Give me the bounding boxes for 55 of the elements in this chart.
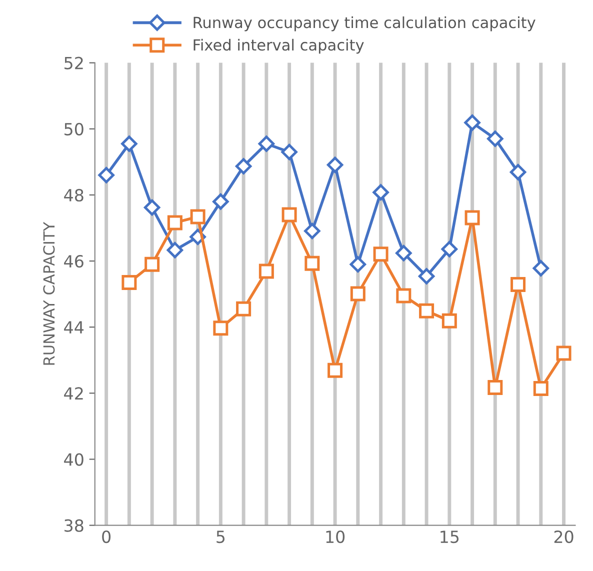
point [419,303,434,318]
point [510,164,526,180]
point [122,275,137,290]
point [396,244,412,262]
point [144,199,160,216]
x-tick-label: 20 [554,530,574,544]
point [98,167,114,184]
point [121,136,138,152]
point [166,242,184,258]
point [350,256,366,272]
point [533,381,548,396]
point [442,313,457,328]
point [464,114,480,131]
point [236,301,252,316]
point [235,158,252,174]
x-tick-label: 0 [102,530,111,544]
point [281,144,298,160]
point [396,288,412,304]
point [487,130,504,147]
point [488,380,503,396]
legend-label: Fixed interval capacity [194,38,364,54]
y-tick-label: 46 [64,254,84,268]
point [167,215,182,230]
point [304,222,320,240]
y-tick-label: 44 [64,321,84,334]
point [258,136,275,152]
y-tick-label: 42 [64,387,83,400]
point [532,260,550,276]
point [372,184,389,200]
point [304,256,320,271]
point [373,246,388,262]
y-tick-label: 48 [64,188,84,202]
point [464,210,480,226]
y-tick-label: 50 [64,122,84,136]
point [418,268,435,284]
point [213,320,228,336]
x-tick-label: 10 [326,530,345,544]
point [556,346,572,361]
point [510,276,526,292]
x-tick-label: 15 [440,530,459,544]
point [350,286,366,302]
x-tick-label: 5 [216,530,225,544]
point [190,209,206,224]
legend-label: Runway occupancy time calculation capacity [194,16,536,32]
point [144,256,160,272]
point [326,156,344,174]
y-tick-label: 40 [64,453,84,466]
y-tick-label: 38 [64,519,84,532]
point [212,193,229,210]
y-axis-title: RUNWAY CAPACITY [43,222,55,365]
point [258,264,274,279]
point [441,241,458,258]
y-tick-label: 52 [64,56,83,70]
point [282,207,297,222]
point [328,362,343,378]
